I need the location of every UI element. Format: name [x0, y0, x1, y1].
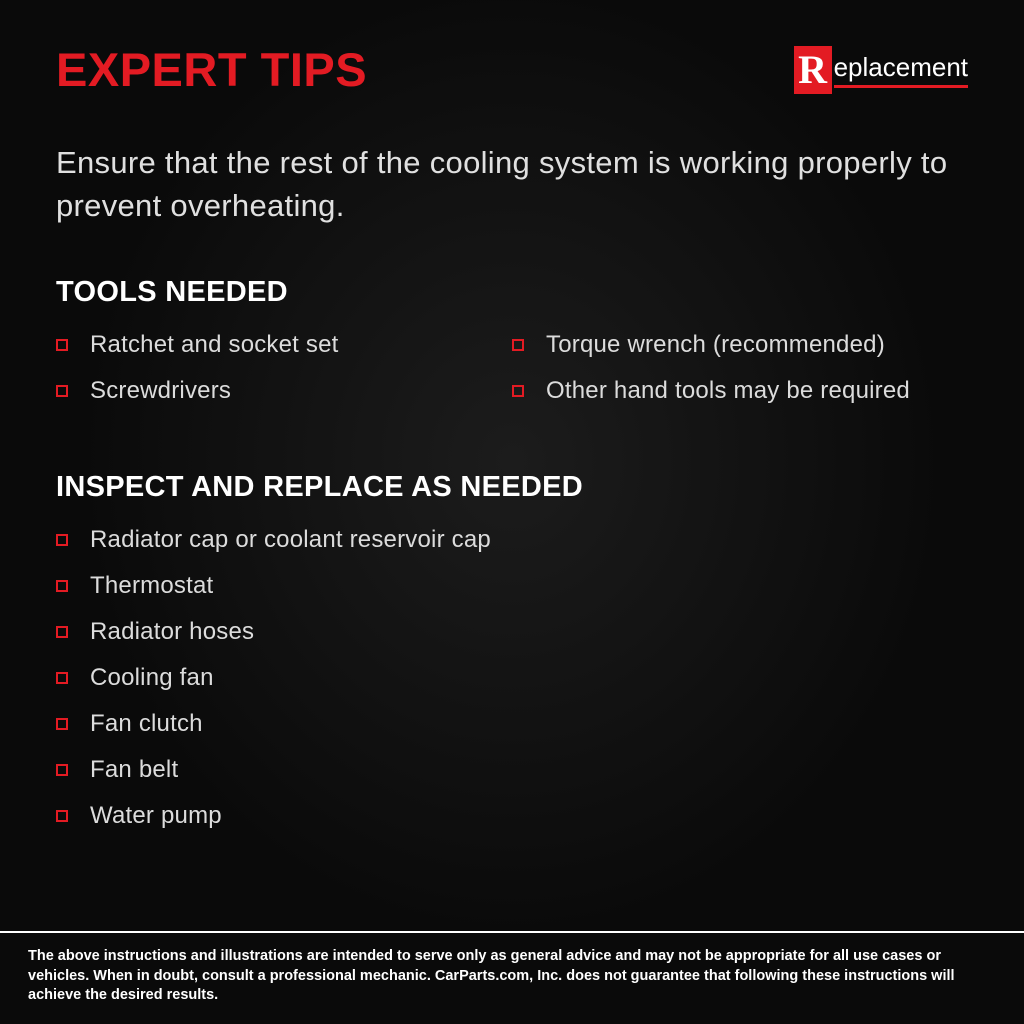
item-label: Torque wrench (recommended): [546, 331, 885, 359]
item-label: Water pump: [90, 802, 222, 830]
tools-col-right: Torque wrench (recommended) Other hand t…: [512, 331, 968, 423]
disclaimer-text: The above instructions and illustrations…: [0, 931, 1024, 1024]
bullet-icon: [56, 534, 68, 546]
item-label: Screwdrivers: [90, 377, 231, 405]
bullet-icon: [56, 718, 68, 730]
header-row: EXPERT TIPS R eplacement: [56, 42, 968, 97]
intro-text: Ensure that the rest of the cooling syst…: [56, 141, 968, 228]
bullet-icon: [512, 339, 524, 351]
page-title: EXPERT TIPS: [56, 42, 367, 97]
logo-initial: R: [794, 46, 832, 94]
inspect-heading: INSPECT AND REPLACE AS NEEDED: [56, 471, 968, 504]
list-item: Radiator hoses: [56, 618, 968, 646]
list-item: Other hand tools may be required: [512, 377, 968, 405]
list-item: Cooling fan: [56, 664, 968, 692]
list-item: Water pump: [56, 802, 968, 830]
logo-text: eplacement: [834, 52, 968, 88]
item-label: Other hand tools may be required: [546, 377, 910, 405]
bullet-icon: [512, 385, 524, 397]
bullet-icon: [56, 810, 68, 822]
item-label: Thermostat: [90, 572, 213, 600]
list-item: Torque wrench (recommended): [512, 331, 968, 359]
bullet-icon: [56, 580, 68, 592]
brand-logo: R eplacement: [794, 46, 968, 94]
item-label: Ratchet and socket set: [90, 331, 339, 359]
bullet-icon: [56, 339, 68, 351]
item-label: Cooling fan: [90, 664, 214, 692]
list-item: Thermostat: [56, 572, 968, 600]
list-item: Ratchet and socket set: [56, 331, 512, 359]
item-label: Radiator cap or coolant reservoir cap: [90, 526, 491, 554]
bullet-icon: [56, 672, 68, 684]
item-label: Fan clutch: [90, 710, 203, 738]
content-area: EXPERT TIPS R eplacement Ensure that the…: [0, 0, 1024, 830]
item-label: Fan belt: [90, 756, 178, 784]
bullet-icon: [56, 385, 68, 397]
bullet-icon: [56, 626, 68, 638]
bullet-icon: [56, 764, 68, 776]
tools-col-left: Ratchet and socket set Screwdrivers: [56, 331, 512, 423]
list-item: Fan belt: [56, 756, 968, 784]
tools-heading: TOOLS NEEDED: [56, 276, 968, 309]
item-label: Radiator hoses: [90, 618, 254, 646]
tools-list: Ratchet and socket set Screwdrivers Torq…: [56, 331, 968, 423]
list-item: Radiator cap or coolant reservoir cap: [56, 526, 968, 554]
inspect-list: Radiator cap or coolant reservoir cap Th…: [56, 526, 968, 830]
list-item: Screwdrivers: [56, 377, 512, 405]
list-item: Fan clutch: [56, 710, 968, 738]
